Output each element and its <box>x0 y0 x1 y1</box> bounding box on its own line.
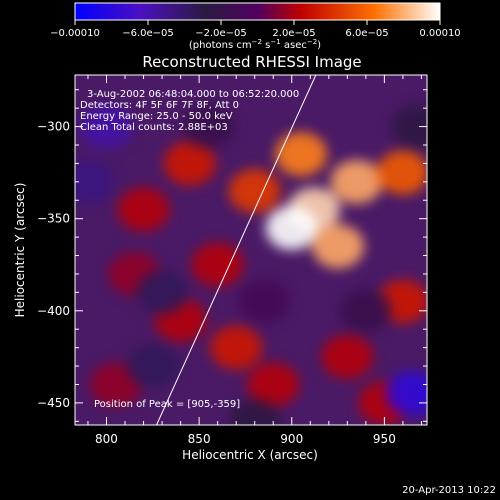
heatmap-blobs <box>75 104 427 425</box>
heatmap-blob <box>80 104 133 149</box>
heatmap-blob <box>339 288 392 333</box>
heatmap-blob <box>191 242 244 287</box>
y-tick-label: −300 <box>37 120 70 134</box>
heatmap-blob <box>321 334 374 379</box>
annotation-energy-range: Energy Range: 25.0 - 50.0 keV <box>80 111 233 122</box>
heatmap-blob <box>391 104 427 149</box>
heatmap-blob <box>182 104 235 149</box>
y-tick-label: −350 <box>37 212 70 226</box>
y-tick-label: −400 <box>37 304 70 318</box>
x-tick-label: 950 <box>373 432 396 446</box>
colorbar-tick-label: −2.0e−05 <box>195 28 247 39</box>
x-tick-label: 800 <box>95 432 118 446</box>
x-tick-label: 900 <box>280 432 303 446</box>
heatmap-blob <box>117 187 170 232</box>
y-axis-ticks: −300 −350 −400 −450 <box>37 89 427 422</box>
heatmap-blob <box>237 279 290 324</box>
colorbar-tick-label: −6.0e−05 <box>122 28 174 39</box>
colorbar-tick-label: −0.00010 <box>50 28 100 39</box>
heatmap-blob <box>75 159 114 204</box>
heatmap-blob <box>228 399 281 425</box>
y-axis-label: Heliocentric Y (arcsec) <box>13 183 27 318</box>
heatmap-blob <box>386 371 427 416</box>
heatmap-blob <box>247 362 300 407</box>
x-tick-label: 850 <box>188 432 211 446</box>
heatmap-blob <box>210 325 263 370</box>
colorbar-units-label: (photons cm−2 s−1 asec−2) <box>189 38 321 51</box>
heatmap-blob <box>275 132 328 177</box>
x-axis-label: Heliocentric X (arcsec) <box>182 448 318 462</box>
colorbar-ticks: −0.00010 −6.0e−05 −2.0e−05 2.0e−05 6.0e−05 0.… <box>50 20 461 39</box>
annotation-time-range: 3-Aug-2002 06:48:04.000 to 06:52:20.000 <box>87 89 299 100</box>
peak-position-label: Position of Peak = [905,-359] <box>94 399 240 410</box>
annotation-detectors: Detectors: 4F 5F 6F 7F 8F, Att 0 <box>80 100 239 111</box>
colorbar-tick-label: 6.0e−05 <box>345 28 388 39</box>
solar-limb-line <box>156 75 317 425</box>
heatmap-blob <box>228 169 281 214</box>
heatmap-blob <box>330 159 383 204</box>
heatmap-image <box>75 75 427 425</box>
annotation-clean-counts: Clean Total counts: 2.88E+03 <box>80 122 228 133</box>
heatmap-blob <box>136 270 189 315</box>
x-axis-ticks: 800 850 900 950 <box>87 75 422 446</box>
heatmap-blob <box>312 224 365 269</box>
render-timestamp: 20-Apr-2013 10:22 <box>402 485 496 496</box>
heatmap-blob <box>126 344 179 389</box>
plot-frame <box>74 74 428 426</box>
heatmap-blob <box>265 205 318 250</box>
chart-title: Reconstructed RHESSI Image <box>142 53 361 71</box>
colorbar-tick-label: 2.0e−05 <box>272 28 315 39</box>
colorbar <box>74 2 441 21</box>
heatmap-blob <box>163 141 216 186</box>
heatmap-blob <box>376 150 427 195</box>
y-tick-label: −450 <box>37 396 70 410</box>
colorbar-tick-label: 0.00010 <box>419 28 460 39</box>
